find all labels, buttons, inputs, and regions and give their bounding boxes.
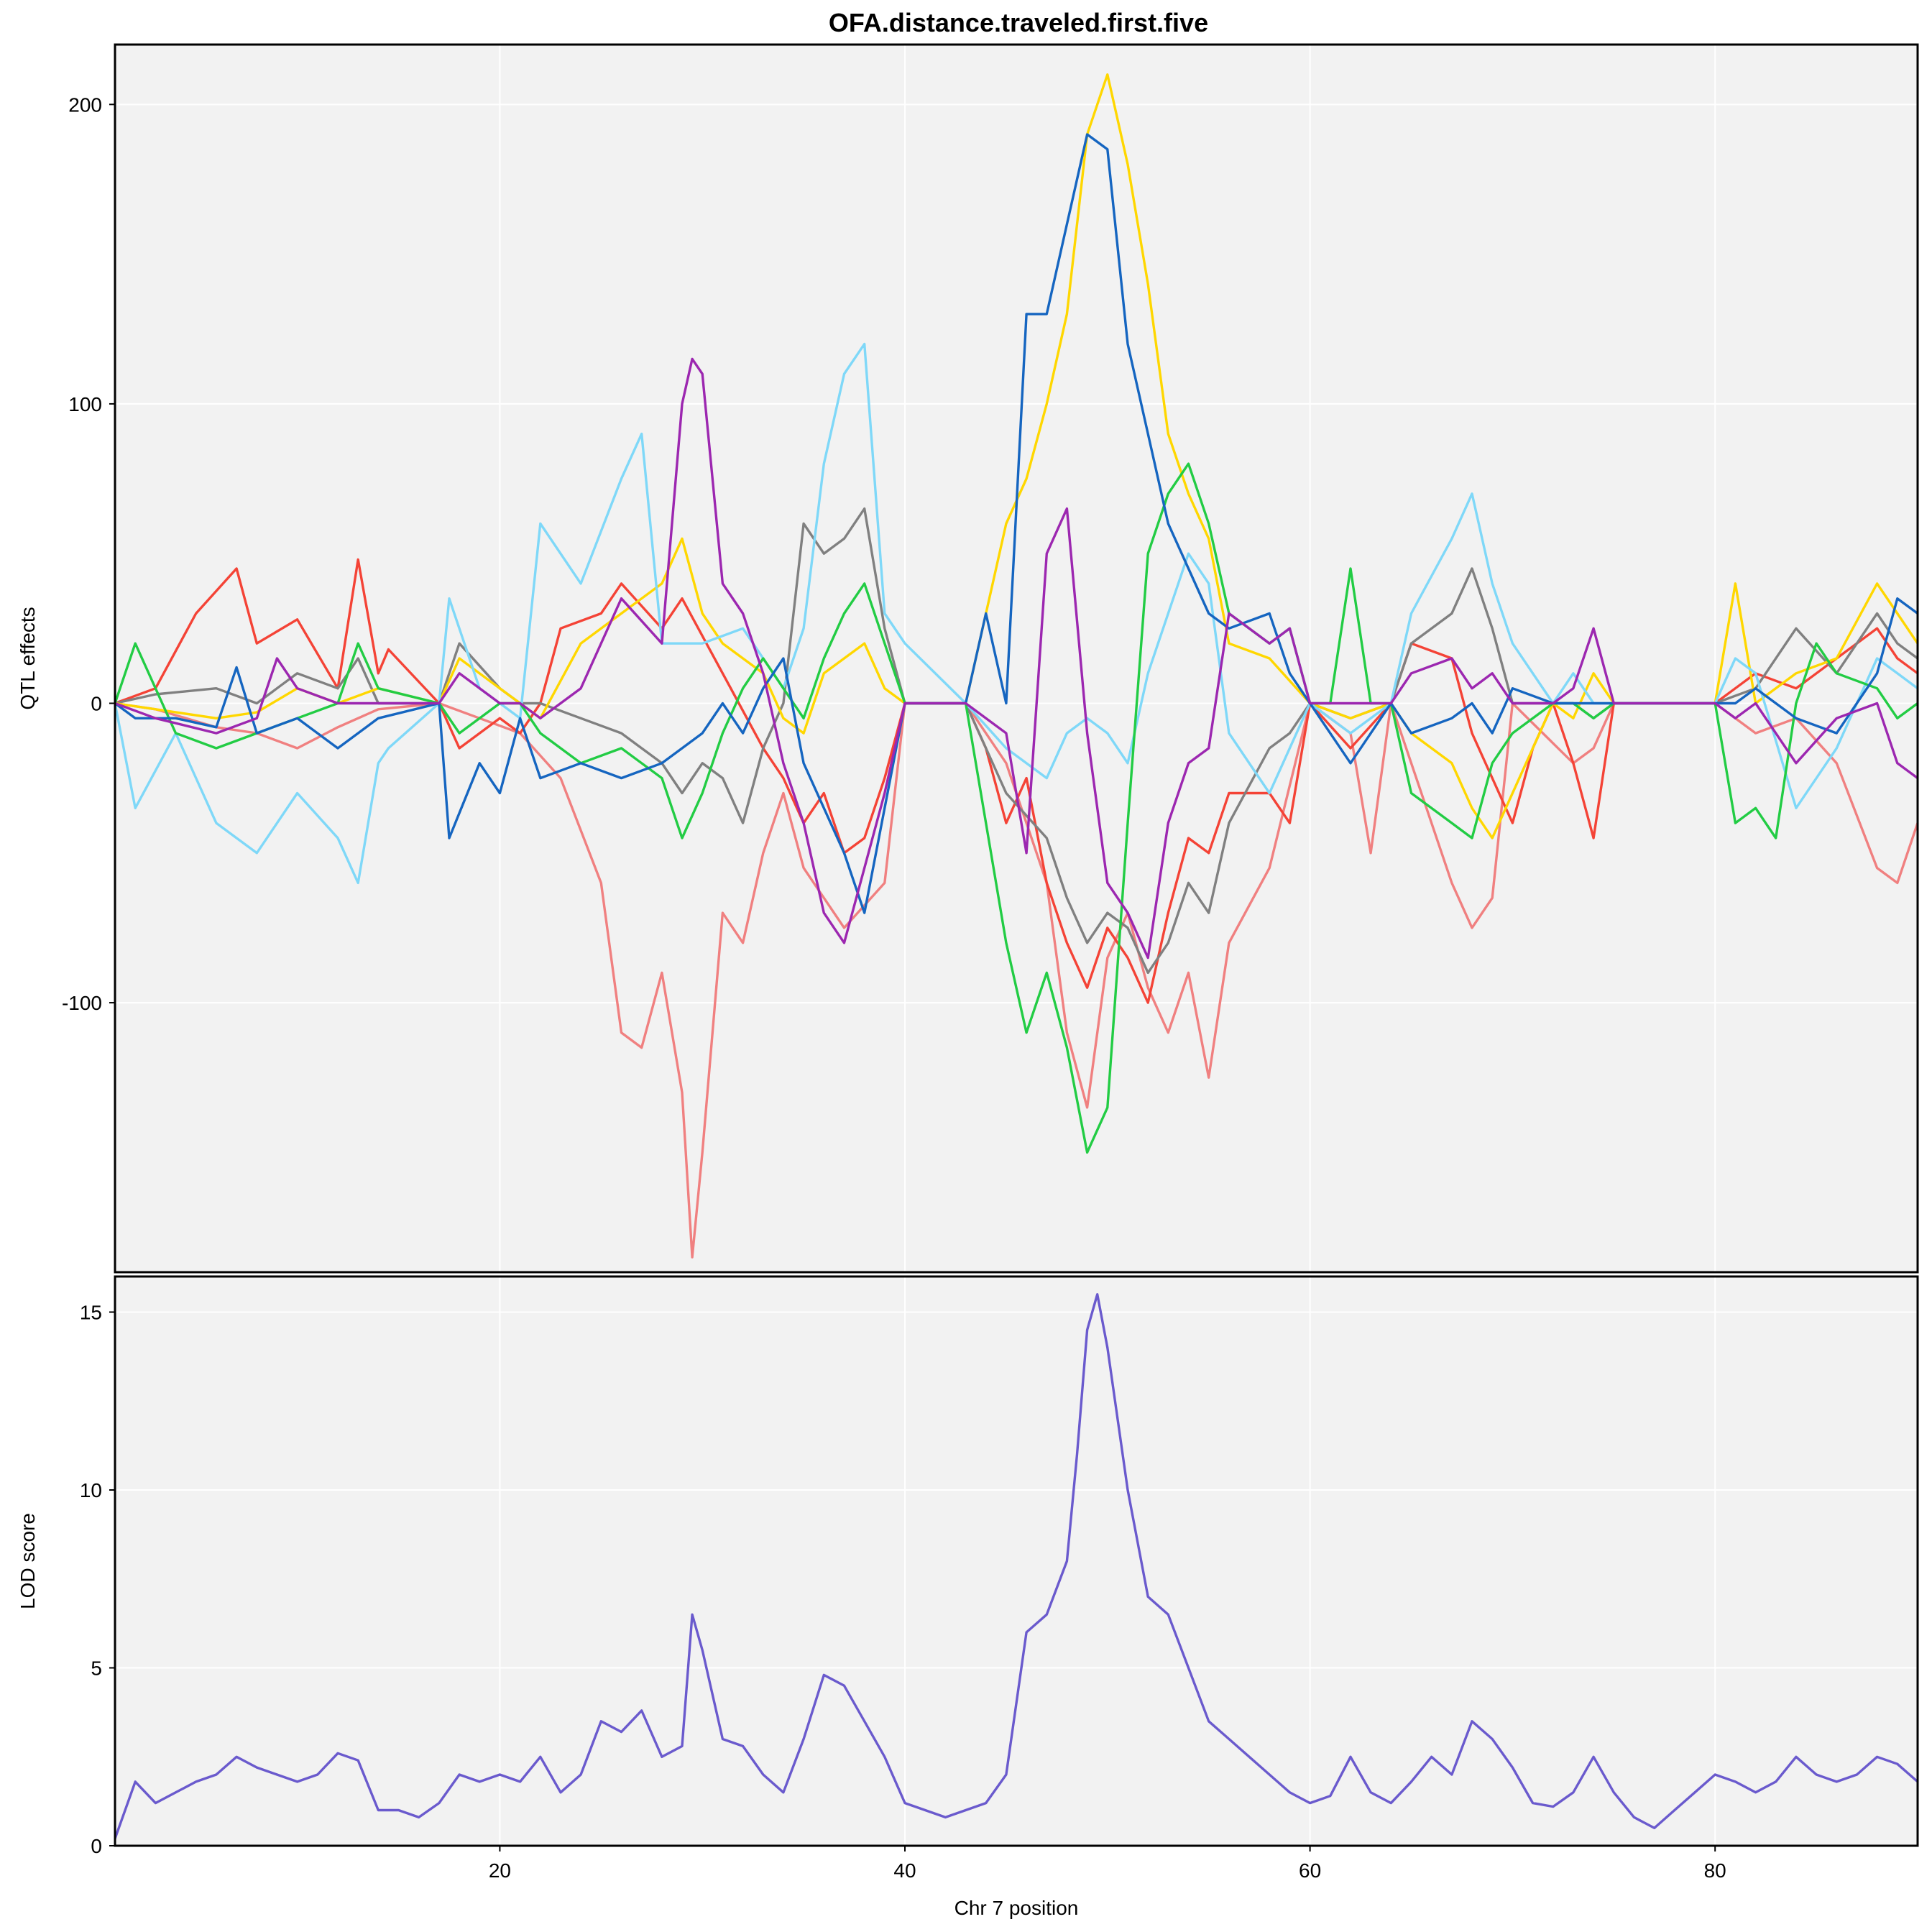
effects-y-ticks: -100 0 100 200	[62, 93, 115, 1014]
lod-y-tick-label: 15	[80, 1302, 102, 1324]
effects-panel-frame	[114, 43, 1919, 1274]
lod-y-ticks: 0 5 10 15	[80, 1302, 115, 1857]
lod-panel: 0 5 10 15 20 40 60 80 LOD score Chr 7 position	[17, 1275, 1919, 1919]
x-tick-label: 60	[1299, 1859, 1321, 1882]
x-tick-label: 40	[893, 1859, 916, 1882]
lod-panel-background	[115, 1276, 1918, 1846]
effects-y-tick-label: -100	[62, 992, 102, 1014]
lod-panel-frame	[114, 1275, 1919, 1847]
lod-series-line-1	[114, 1293, 1919, 1839]
effects-y-tick-label: 100	[68, 393, 102, 415]
effects-y-tick-label: 200	[68, 93, 102, 116]
effects-panel-background	[115, 45, 1918, 1272]
effects-series-line-7	[114, 133, 1919, 914]
lod-y-tick-label: 0	[91, 1835, 102, 1857]
lod-y-axis-title: LOD score	[17, 1513, 39, 1609]
effects-series-line-8	[114, 357, 1919, 960]
effects-series-line-1	[114, 702, 1919, 1259]
lod-y-tick-label: 5	[91, 1657, 102, 1680]
effects-y-axis-title: QTL effects	[17, 607, 39, 709]
x-tick-label: 80	[1704, 1859, 1726, 1882]
x-tick-label: 20	[489, 1859, 511, 1882]
lod-x-ticks: 20 40 60 80	[489, 1846, 1726, 1882]
effects-series-group	[114, 73, 1919, 1259]
chart-title: OFA.distance.traveled.first.five	[829, 8, 1208, 37]
effects-panel: -100 0 100 200 QTL effects	[17, 43, 1919, 1274]
lod-y-tick-label: 10	[80, 1479, 102, 1501]
lod-series-group	[114, 1293, 1919, 1839]
effects-y-tick-label: 0	[91, 692, 102, 714]
x-axis-title: Chr 7 position	[954, 1897, 1079, 1919]
